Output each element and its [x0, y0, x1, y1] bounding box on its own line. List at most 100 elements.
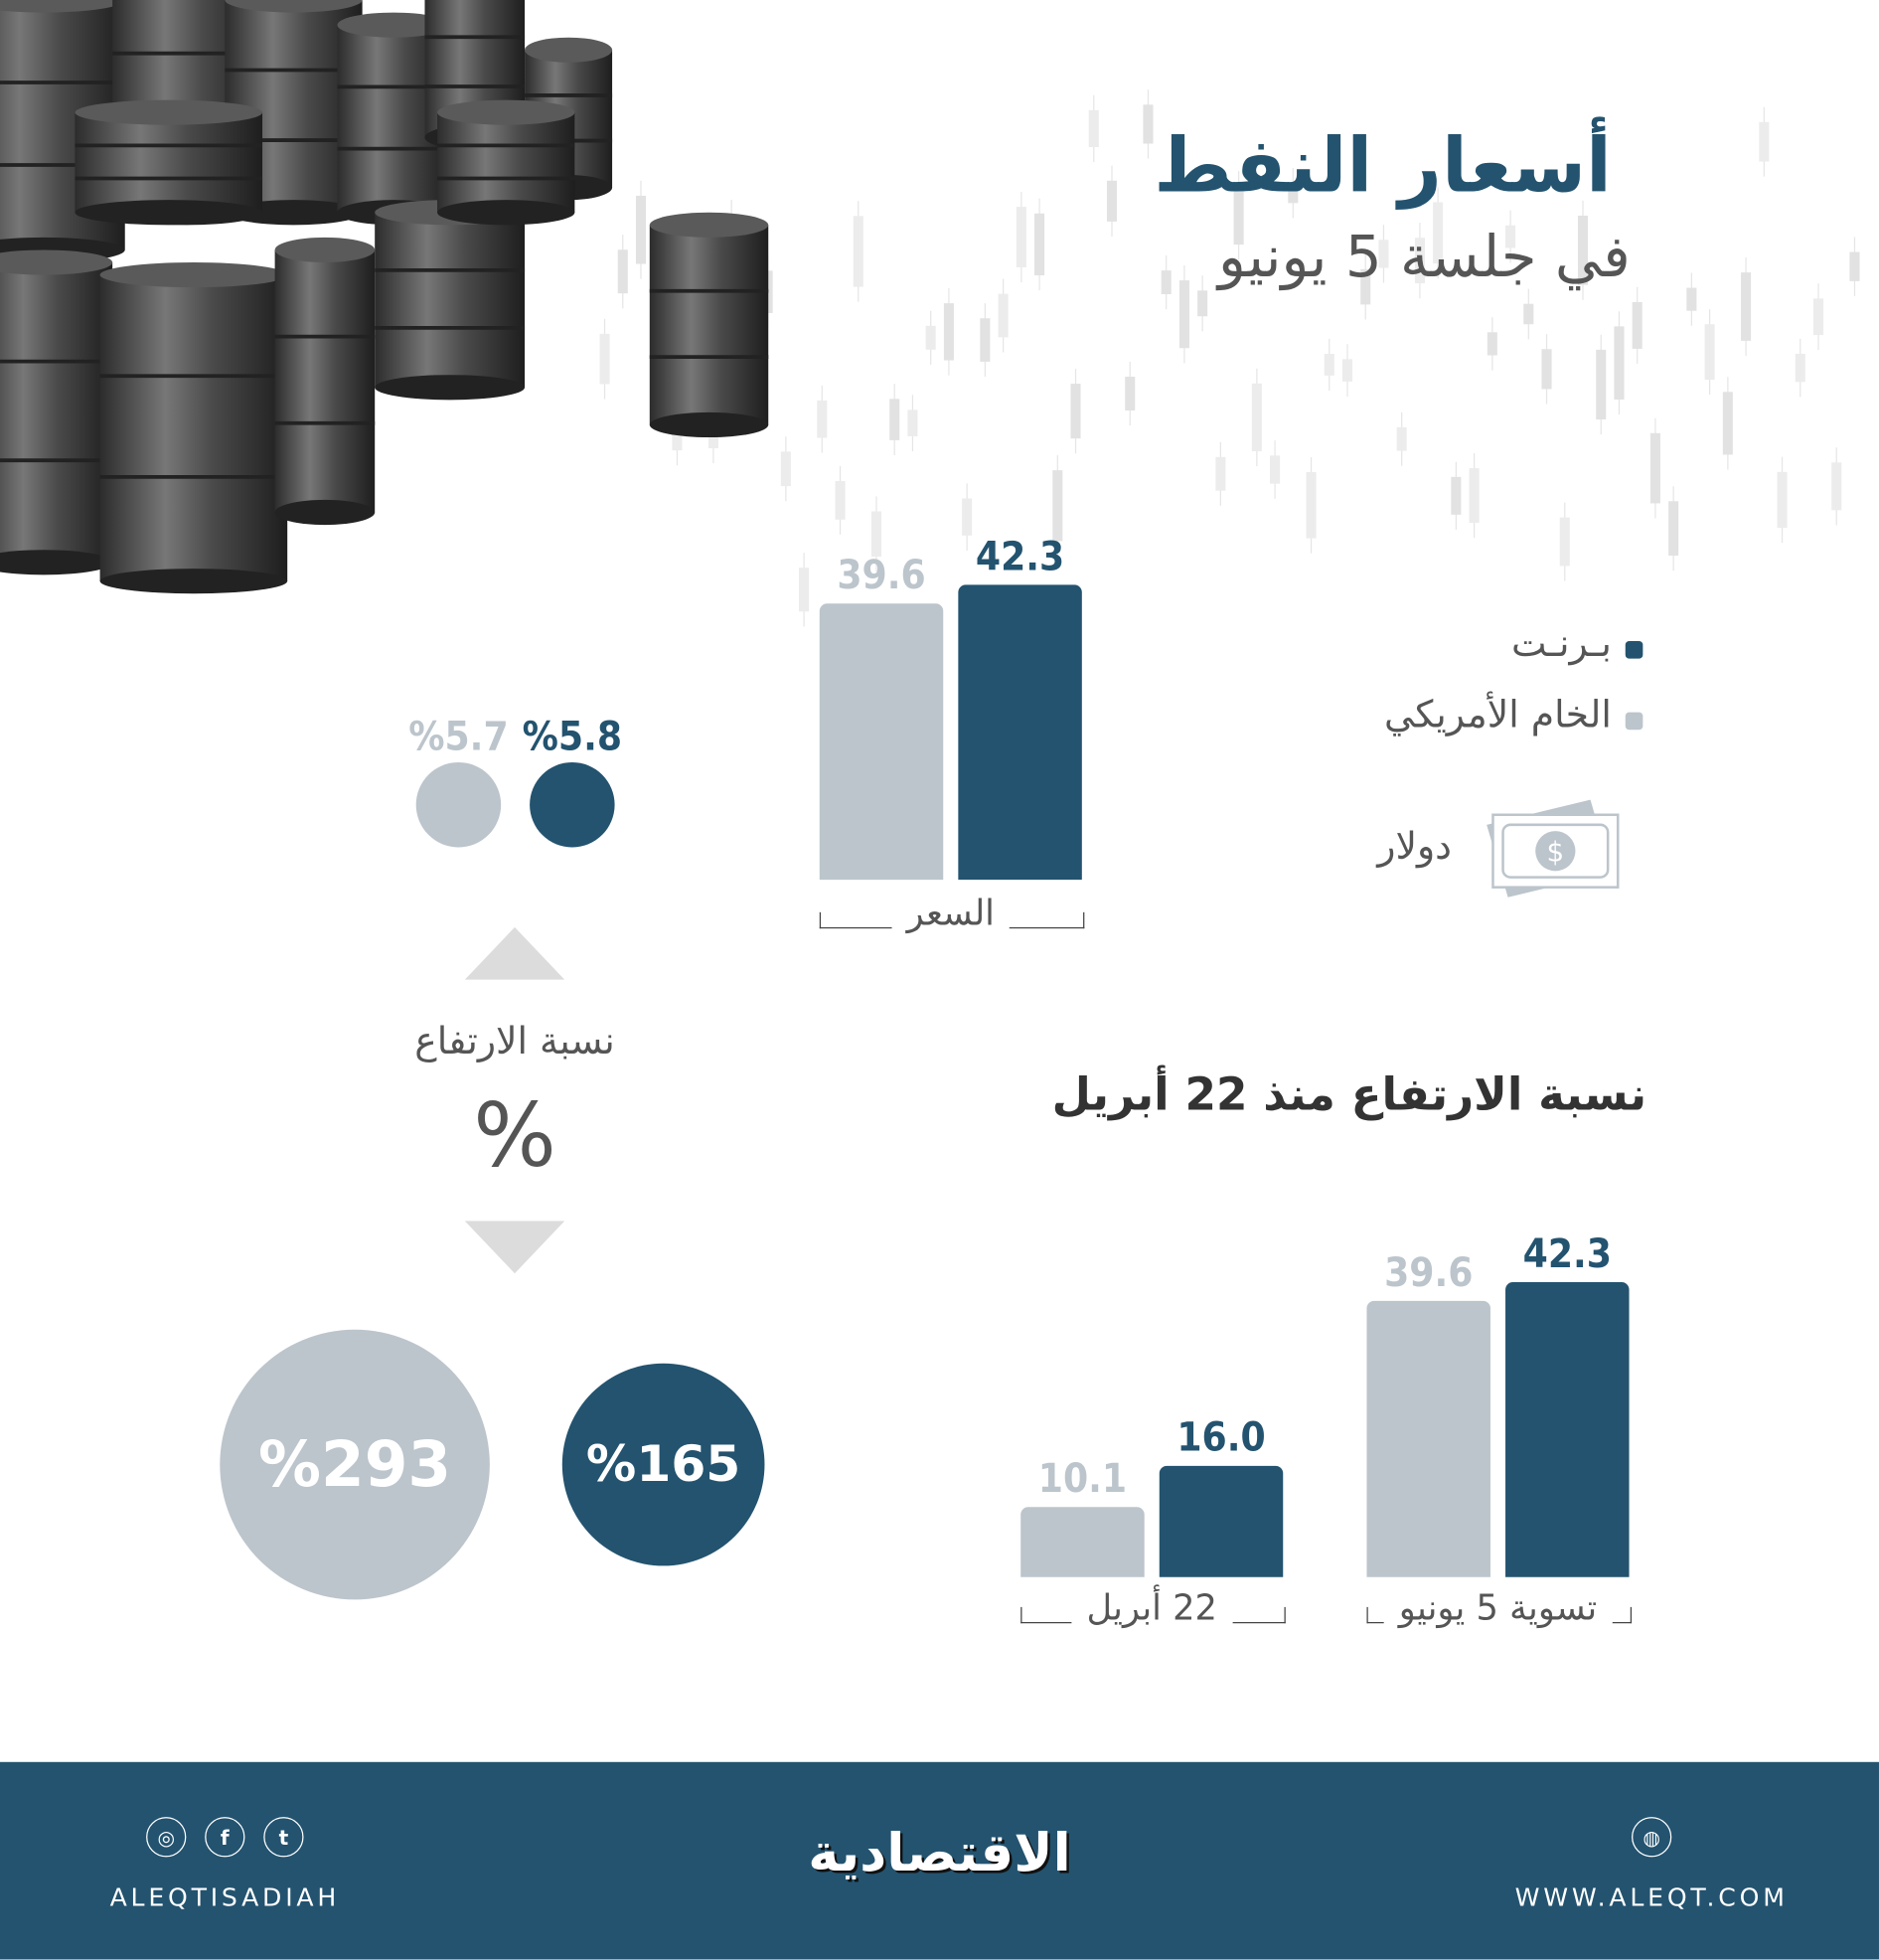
- barrel: [437, 99, 575, 226]
- bar-wti: [1366, 1300, 1490, 1577]
- candle-body: [853, 216, 863, 287]
- candle-body: [1632, 301, 1643, 349]
- bar-value-label: 39.6: [1384, 1248, 1474, 1296]
- candle-body: [925, 325, 936, 350]
- candle-body: [1143, 104, 1154, 144]
- candle-body: [1233, 186, 1244, 245]
- barrel: [375, 200, 526, 401]
- twitter-icon[interactable]: t: [263, 1817, 304, 1858]
- barrel: [649, 212, 769, 438]
- bar-value-label: 10.1: [1037, 1454, 1128, 1502]
- bar-value-label: 16.0: [1176, 1412, 1266, 1461]
- candle-body: [1614, 326, 1625, 400]
- candle-body: [1812, 298, 1824, 336]
- candle-body: [1649, 432, 1660, 504]
- candle-body: [1759, 121, 1770, 162]
- candle-body: [980, 318, 991, 362]
- page-subtitle: في جلسة 5 يونيو: [1218, 222, 1631, 290]
- wti-change-dot: [415, 761, 502, 848]
- logo: الاقتصادية: [808, 1822, 1071, 1883]
- candle-body: [1270, 455, 1281, 484]
- bar-value-label: 39.6: [837, 551, 926, 599]
- arrow-up-icon: [464, 926, 565, 980]
- candle-body: [1251, 383, 1262, 451]
- candle-body: [1777, 471, 1788, 528]
- candle-body: [907, 409, 918, 436]
- barrel: [0, 249, 113, 575]
- candle-body: [1541, 349, 1552, 390]
- section-heading: نسبة الارتفاع منذ 22 أبريل: [1051, 1069, 1647, 1121]
- candle-body: [780, 451, 791, 487]
- candle-body: [1741, 272, 1752, 341]
- category-label: تسوية 5 يونيو: [1383, 1586, 1613, 1629]
- barrel: [274, 237, 376, 526]
- oil-barrels-image: [0, 0, 769, 594]
- candle-body: [1795, 353, 1805, 383]
- svg-text:$: $: [1547, 835, 1565, 868]
- globe-icon[interactable]: ◍: [1632, 1817, 1672, 1858]
- candle-body: [1178, 280, 1189, 349]
- candle-body: [672, 426, 683, 451]
- candle-body: [1469, 468, 1480, 524]
- candle-body: [1125, 377, 1136, 410]
- candle-body: [1487, 332, 1497, 356]
- candle-body: [1559, 517, 1570, 567]
- barrel: [99, 262, 288, 594]
- rise-label: نسبة الارتفاع: [414, 1019, 615, 1063]
- percent-symbol: %: [473, 1084, 556, 1188]
- candle-body: [1523, 303, 1534, 325]
- bar-brent: [1159, 1465, 1284, 1577]
- candle-body: [889, 399, 900, 440]
- candle-body: [1034, 213, 1045, 276]
- category-label: السعر: [891, 892, 1011, 934]
- page-title: أسعار النفط: [1154, 122, 1612, 211]
- candle-body: [1849, 251, 1860, 281]
- candle-body: [1088, 109, 1099, 147]
- facebook-icon[interactable]: f: [205, 1817, 245, 1858]
- candle-body: [835, 481, 846, 520]
- candle-body: [1668, 501, 1679, 557]
- category-label: 22 أبريل: [1071, 1586, 1233, 1629]
- brent-daily-change: %5.8: [522, 712, 623, 760]
- brent-change-dot: [530, 761, 615, 848]
- bar-wti: [1020, 1506, 1145, 1577]
- legend-label-brent: بـرنـت: [1510, 622, 1612, 667]
- candle-body: [1106, 180, 1118, 222]
- bar-brent: [958, 584, 1082, 881]
- candle-body: [1831, 462, 1842, 511]
- arrow-down-icon: [464, 1221, 565, 1274]
- brent-rise-value: %165: [585, 1435, 741, 1494]
- candle-body: [1306, 472, 1317, 539]
- candle-body: [1197, 290, 1208, 317]
- wti-rise-circle: %293: [220, 1329, 490, 1600]
- bar-wti: [819, 603, 944, 881]
- candle-body: [1288, 183, 1299, 204]
- candle-body: [799, 568, 810, 612]
- instagram-icon[interactable]: ◎: [146, 1817, 187, 1858]
- legend-swatch-brent: [1625, 640, 1644, 659]
- candle-body: [1324, 354, 1334, 376]
- candle-body: [1596, 349, 1607, 420]
- candle-body: [1341, 359, 1353, 382]
- candle-body: [617, 249, 628, 294]
- legend-swatch-wti: [1625, 712, 1644, 731]
- candle-body: [998, 293, 1009, 338]
- candle-body: [1396, 426, 1407, 451]
- bar-value-label: 42.3: [1522, 1229, 1612, 1277]
- candle-body: [1704, 324, 1715, 380]
- social-handle[interactable]: ALEQTISADIAH: [109, 1881, 341, 1912]
- candle-body: [1414, 238, 1425, 284]
- candle-body: [1722, 392, 1733, 455]
- candle-body: [817, 400, 828, 438]
- website-link[interactable]: WWW.ALEQT.COM: [1514, 1881, 1789, 1912]
- candle-body: [1451, 476, 1462, 515]
- bar-value-label: 42.3: [975, 532, 1065, 580]
- brent-rise-circle: %165: [561, 1363, 765, 1566]
- wti-rise-value: %293: [257, 1428, 452, 1502]
- candle-body: [1016, 207, 1026, 267]
- bar-brent: [1505, 1281, 1630, 1577]
- candle-body: [1577, 215, 1589, 285]
- candle-body: [1505, 225, 1516, 248]
- candle-body: [1433, 202, 1444, 264]
- legend-label-wti: الخام الأمريكي: [1383, 693, 1612, 737]
